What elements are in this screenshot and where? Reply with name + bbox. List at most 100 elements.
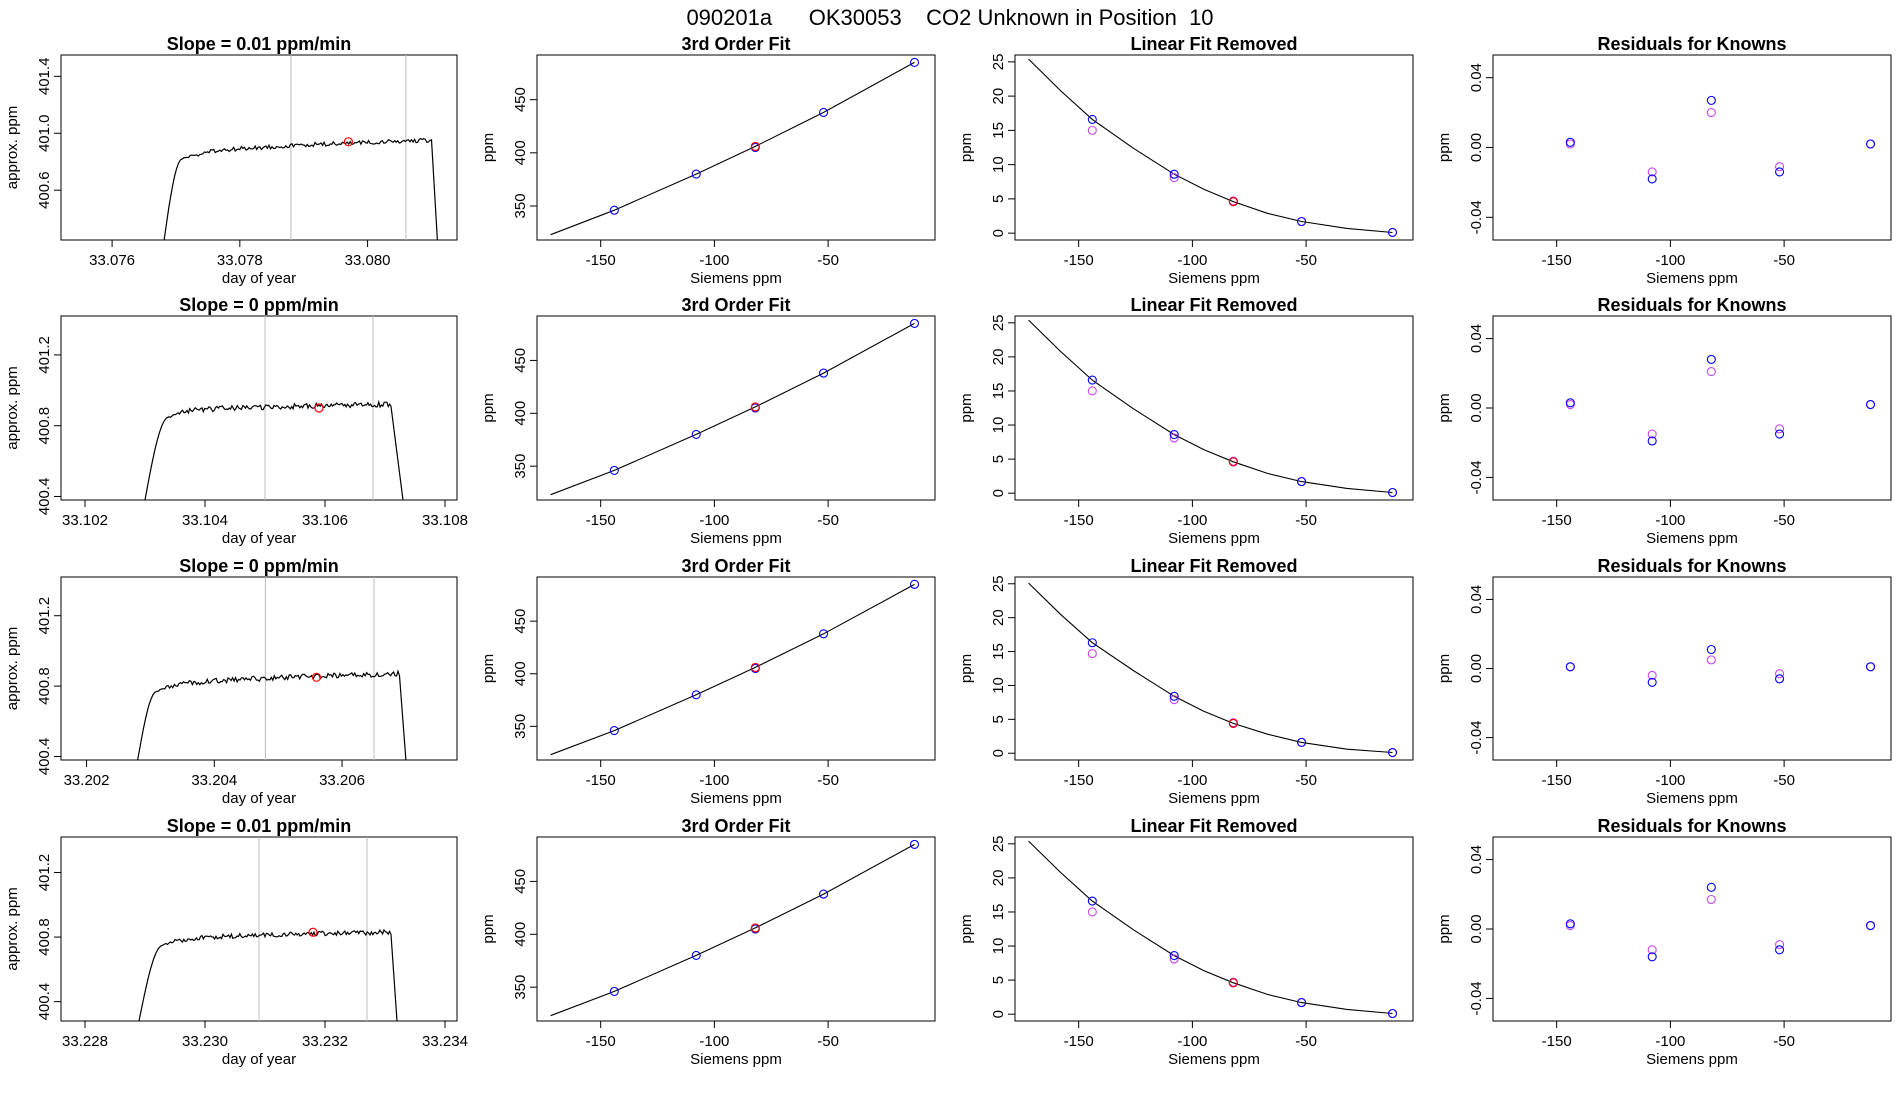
known-point: [1169, 169, 1179, 179]
y-tick-label: 400: [512, 661, 529, 686]
known-point-alt: [1775, 669, 1785, 679]
y-tick-label: 400.4: [36, 738, 53, 776]
known-point: [691, 169, 701, 179]
y-tick-label: -0.04: [1468, 460, 1485, 494]
panel-title: Residuals for Knowns: [1597, 816, 1786, 836]
x-tick-label: -150: [1542, 512, 1572, 529]
panel-title: Linear Fit Removed: [1130, 816, 1297, 836]
y-tick-label: -0.04: [1468, 200, 1485, 234]
x-tick-label: 33.202: [64, 772, 110, 789]
unknown-point: [314, 403, 324, 413]
panel-title: Slope = 0 ppm/min: [179, 295, 339, 315]
plot-data: [1565, 882, 1876, 962]
y-tick-label: 20: [990, 88, 1007, 105]
unknown-point: [343, 137, 354, 147]
known-point: [1706, 644, 1716, 655]
series-line: [163, 137, 438, 240]
known-point: [1387, 747, 1398, 758]
y-tick-label: 0.00: [1468, 133, 1485, 162]
fit-curve: [550, 843, 915, 1017]
known-point: [609, 726, 619, 736]
y-tick-label: 15: [990, 383, 1007, 400]
x-tick-label: 33.234: [422, 1033, 468, 1050]
x-tick-label: 33.228: [62, 1033, 108, 1050]
known-point-alt: [1169, 173, 1179, 183]
y-tick-label: 350: [512, 714, 529, 739]
known-point: [819, 629, 829, 639]
y-tick-label: 20: [990, 870, 1007, 887]
known-point: [1387, 227, 1398, 238]
fit-curve: [550, 583, 915, 756]
x-tick-label: -100: [699, 512, 729, 529]
y-tick-label: 0: [990, 749, 1007, 757]
known-point-alt: [1706, 894, 1716, 905]
y-tick-label: 450: [512, 87, 529, 112]
x-tick-label: -100: [1177, 1033, 1207, 1050]
x-tick-label: -50: [817, 772, 839, 789]
plot-data: [137, 577, 407, 760]
y-tick-label: 350: [512, 975, 529, 1000]
unknown-point: [1228, 457, 1238, 467]
y-tick-label: 401.2: [36, 597, 53, 635]
unknown-point: [750, 662, 760, 673]
y-axis-label: ppm: [1436, 654, 1453, 683]
series-line: [137, 669, 407, 760]
known-point-alt: [1647, 945, 1657, 955]
y-tick-label: 450: [512, 609, 529, 634]
y-tick-label: 0: [990, 1010, 1007, 1018]
plot-data: [1028, 319, 1398, 498]
plot-frame: [536, 836, 936, 1022]
x-tick-label: 33.076: [89, 252, 135, 269]
y-tick-label: 25: [990, 835, 1007, 852]
y-tick-label: 20: [990, 609, 1007, 626]
unknown-point: [1228, 718, 1238, 729]
y-tick-label: 25: [990, 575, 1007, 592]
x-tick-label: 33.102: [62, 512, 108, 529]
y-axis-label: ppm: [1436, 393, 1453, 422]
x-tick-label: -150: [586, 1033, 616, 1050]
y-tick-label: 400.8: [36, 667, 53, 705]
plot-frame: [1014, 315, 1414, 501]
y-axis-label: approx. ppm: [4, 106, 21, 189]
panel-title: Residuals for Knowns: [1597, 556, 1786, 576]
panel-r4-c1: Slope = 0.01 ppm/min 33.228 33.230 33.232 33…: [4, 816, 468, 1068]
x-tick-label: -150: [1064, 772, 1094, 789]
known-point: [1775, 167, 1785, 177]
panel-title: Slope = 0.01 ppm/min: [167, 34, 352, 54]
y-tick-label: 400.4: [36, 983, 53, 1021]
panel-r1-c4: Residuals for Knowns -150 -100 -50 -0.04 0.00…: [1436, 34, 1892, 287]
known-point: [1775, 429, 1785, 439]
x-tick-label: -150: [1542, 772, 1572, 789]
y-tick-label: 450: [512, 869, 529, 894]
plot-data: [550, 318, 920, 496]
y-tick-label: 0.04: [1468, 324, 1485, 353]
panel-title: 3rd Order Fit: [681, 816, 790, 836]
y-tick-label: 15: [990, 643, 1007, 660]
panel-title: Linear Fit Removed: [1130, 295, 1297, 315]
panel-title: Slope = 0.01 ppm/min: [167, 816, 352, 836]
fit-curve: [1028, 840, 1393, 1015]
known-point: [1865, 399, 1876, 410]
x-tick-label: -150: [1064, 512, 1094, 529]
y-tick-label: 401.2: [36, 336, 53, 374]
x-tick-label: -100: [699, 772, 729, 789]
unknown-point: [1228, 197, 1238, 207]
panel-title: 3rd Order Fit: [681, 556, 790, 576]
x-tick-label: 33.232: [302, 1033, 348, 1050]
known-point: [819, 107, 829, 117]
known-point-alt: [1647, 429, 1657, 439]
known-point-alt: [1775, 162, 1785, 172]
known-point: [1297, 216, 1307, 227]
known-point-alt: [1647, 670, 1657, 680]
plot-frame: [60, 54, 458, 241]
figure-title: 090201a OK30053 CO2 Unknown in Position …: [686, 5, 1213, 30]
known-point: [909, 579, 920, 589]
y-axis-label: ppm: [480, 654, 497, 683]
known-point-alt: [1775, 940, 1785, 950]
x-tick-label: -50: [1773, 772, 1795, 789]
known-point: [1647, 952, 1657, 962]
panel-title: 3rd Order Fit: [681, 34, 790, 54]
panel-title: 3rd Order Fit: [681, 295, 790, 315]
x-tick-label: -150: [586, 252, 616, 269]
